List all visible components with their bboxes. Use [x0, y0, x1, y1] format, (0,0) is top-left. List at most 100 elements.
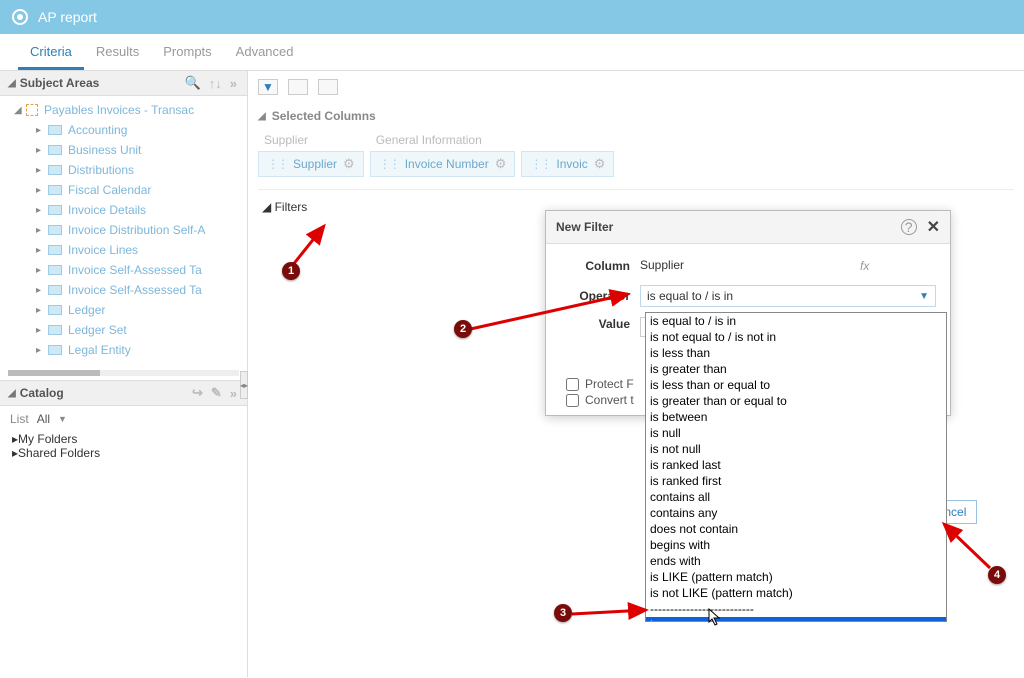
catalog-action-icon[interactable]: ↪ [190, 385, 205, 401]
toolbar-icon[interactable] [288, 79, 308, 95]
operator-option[interactable]: is null [646, 425, 946, 441]
operator-option[interactable]: ends with [646, 553, 946, 569]
subject-areas-header: ◢ Subject Areas 🔍 ↑↓ » [0, 71, 247, 96]
column-field[interactable] [640, 256, 840, 275]
operator-option[interactable]: is equal to / is in [646, 313, 946, 329]
folder-label: My Folders [18, 432, 77, 446]
operator-option[interactable]: is less than or equal to [646, 377, 946, 393]
catalog-list-value[interactable]: All [37, 412, 50, 426]
column-label: Invoic [556, 157, 587, 171]
callout-1: 1 [282, 262, 300, 280]
filter-toolbar-icon[interactable]: ▼ [258, 79, 278, 95]
tree-hscroll[interactable] [8, 370, 239, 376]
sort-icon[interactable]: ↑↓ [207, 76, 224, 91]
tree-item-label: Accounting [68, 123, 127, 137]
tree-item-label: Distributions [68, 163, 134, 177]
operator-option[interactable]: is greater than [646, 361, 946, 377]
splitter-handle[interactable]: ◂▸ [240, 371, 248, 399]
content-toolbar: ▼ [258, 77, 1014, 103]
more-icon[interactable]: » [228, 76, 239, 91]
grip-icon: ⋮⋮ [530, 157, 550, 171]
gear-icon[interactable]: ⚙ [594, 156, 606, 172]
tree-item-label: Ledger Set [68, 323, 127, 337]
tree-item[interactable]: ▸Invoice Distribution Self-A [12, 220, 247, 240]
selected-columns-title: Selected Columns [272, 109, 376, 123]
app-header: AP report [0, 0, 1024, 34]
subject-areas-tree: ◢ Payables Invoices - Transac ▸Accountin… [0, 96, 247, 366]
operator-option[interactable]: is not null [646, 441, 946, 457]
operator-option[interactable]: is ranked last [646, 457, 946, 473]
gear-icon[interactable]: ⚙ [343, 156, 355, 172]
tree-item[interactable]: ▸Fiscal Calendar [12, 180, 247, 200]
operator-option[interactable]: is less than [646, 345, 946, 361]
tree-root-label: Payables Invoices - Transac [44, 103, 194, 117]
more-icon[interactable]: » [228, 386, 239, 401]
collapse-icon[interactable]: ◢ [8, 388, 16, 399]
tree-item[interactable]: ▸Invoice Lines [12, 240, 247, 260]
tree-item[interactable]: ▸Distributions [12, 160, 247, 180]
tree-item-label: Invoice Self-Assessed Ta [68, 283, 202, 297]
tree-item-label: Fiscal Calendar [68, 183, 151, 197]
toolbar-icon[interactable] [318, 79, 338, 95]
tree-item-label: Invoice Lines [68, 243, 138, 257]
column-pill[interactable]: ⋮⋮Supplier⚙ [258, 151, 364, 177]
operator-option[interactable]: is not LIKE (pattern match) [646, 585, 946, 601]
operator-option[interactable]: -------------------------- [646, 601, 946, 617]
operator-option[interactable]: is ranked first [646, 473, 946, 489]
tree-item-label: Legal Entity [68, 343, 131, 357]
column-label: Invoice Number [405, 157, 489, 171]
tab-results[interactable]: Results [84, 34, 151, 70]
callout-3: 3 [554, 604, 572, 622]
tree-item[interactable]: ▸Ledger Set [12, 320, 247, 340]
operator-dropdown-list[interactable]: is equal to / is inis not equal to / is … [645, 312, 947, 622]
operator-option[interactable]: is greater than or equal to [646, 393, 946, 409]
tree-item-label: Business Unit [68, 143, 141, 157]
tab-prompts[interactable]: Prompts [151, 34, 223, 70]
tree-item[interactable]: ▸Legal Entity [12, 340, 247, 360]
callout-2: 2 [454, 320, 472, 338]
operator-option[interactable]: is not equal to / is not in [646, 329, 946, 345]
tree-item-label: Invoice Self-Assessed Ta [68, 263, 202, 277]
tree-item[interactable]: ▸Ledger [12, 300, 247, 320]
operator-option[interactable]: is prompted [646, 617, 946, 622]
collapse-icon[interactable]: ◢ [8, 78, 16, 89]
app-logo-icon [12, 9, 28, 25]
tree-item-label: Ledger [68, 303, 105, 317]
subject-areas-title: Subject Areas [20, 76, 100, 90]
gear-icon[interactable]: ⚙ [495, 156, 507, 172]
folder-label: Shared Folders [18, 446, 100, 460]
help-icon[interactable]: ? [901, 219, 917, 235]
tree-item[interactable]: ▸Invoice Self-Assessed Ta [12, 280, 247, 300]
tree-item[interactable]: ▸Accounting [12, 120, 247, 140]
operator-select[interactable]: is equal to / is in ▼ [640, 285, 936, 307]
tree-item[interactable]: ▸Business Unit [12, 140, 247, 160]
tree-item[interactable]: ▸Invoice Self-Assessed Ta [12, 260, 247, 280]
catalog-action-icon[interactable]: ✎ [209, 385, 224, 401]
selected-columns-header: ◢ Selected Columns [258, 103, 1014, 129]
tree-root[interactable]: ◢ Payables Invoices - Transac [12, 100, 247, 120]
search-icon[interactable]: 🔍 [183, 75, 203, 91]
tree-item[interactable]: ▸Invoice Details [12, 200, 247, 220]
catalog-list-label: List [10, 412, 29, 426]
operator-option[interactable]: does not contain [646, 521, 946, 537]
column-pill[interactable]: ⋮⋮ Invoic ⚙ [521, 151, 614, 177]
operator-option[interactable]: is between [646, 409, 946, 425]
tree-item-label: Invoice Details [68, 203, 146, 217]
grip-icon: ⋮⋮ [267, 157, 287, 171]
close-icon[interactable]: ✕ [927, 217, 940, 237]
tab-advanced[interactable]: Advanced [224, 34, 306, 70]
dropdown-icon[interactable]: ▼ [58, 414, 67, 424]
fx-icon[interactable]: fx [860, 259, 869, 273]
operator-option[interactable]: is LIKE (pattern match) [646, 569, 946, 585]
operator-option[interactable]: contains any [646, 505, 946, 521]
grip-icon: ⋮⋮ [379, 157, 399, 171]
tab-criteria[interactable]: Criteria [18, 34, 84, 70]
column-group-header: General Information [370, 129, 615, 151]
column-pill[interactable]: ⋮⋮ Invoice Number ⚙ [370, 151, 516, 177]
catalog-header: ◢ Catalog ↪ ✎ » [0, 381, 247, 406]
catalog-title: Catalog [20, 386, 64, 400]
catalog-folder[interactable]: ▸Shared Folders [12, 446, 247, 460]
operator-option[interactable]: contains all [646, 489, 946, 505]
catalog-folder[interactable]: ▸My Folders [12, 432, 247, 446]
operator-option[interactable]: begins with [646, 537, 946, 553]
